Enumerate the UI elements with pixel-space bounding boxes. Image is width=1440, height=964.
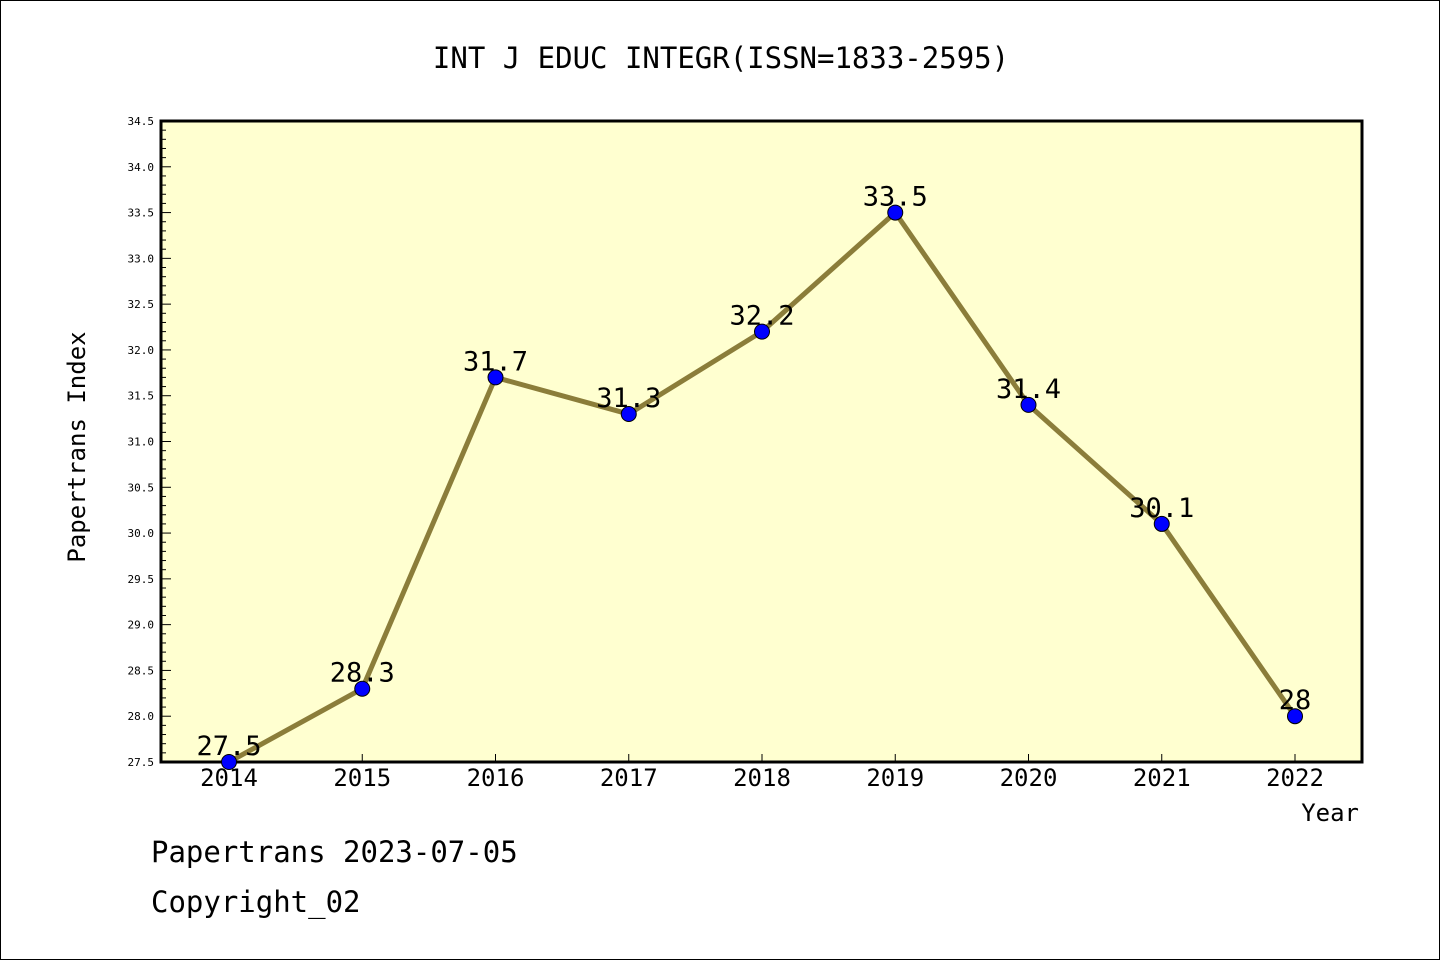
x-axis: 2014 2015 2016 2017 2018 2019 2020 2021 2022 xyxy=(200,754,1324,792)
data-point-marker xyxy=(487,369,504,386)
x-tick-label: 2015 xyxy=(333,764,391,792)
data-label: 31.7 xyxy=(463,346,528,377)
data-label: 33.5 xyxy=(863,182,928,213)
x-tick-label: 2019 xyxy=(866,764,924,792)
data-label: 31.3 xyxy=(596,383,661,414)
y-tick-label: 27.5 xyxy=(128,756,155,769)
data-point-marker xyxy=(754,323,770,340)
data-point-marker xyxy=(1153,515,1170,532)
data-label: 32.2 xyxy=(729,301,794,332)
data-point-marker xyxy=(1287,708,1303,725)
x-tick-label: 2021 xyxy=(1133,764,1191,792)
data-label: 28 xyxy=(1279,685,1312,716)
x-tick-label: 2016 xyxy=(467,764,525,792)
data-label: 27.5 xyxy=(196,731,261,762)
x-axis-label: Year xyxy=(1301,799,1359,827)
y-tick-label: 32.0 xyxy=(128,344,155,357)
x-tick-label: 2018 xyxy=(733,764,791,792)
y-tick-label: 30.5 xyxy=(128,481,155,494)
y-tick-label: 31.5 xyxy=(128,390,155,403)
data-point-marker xyxy=(221,754,237,770)
y-tick-label: 33.0 xyxy=(128,252,155,265)
y-axis: 27.5 28.0 28.5 29.0 29.5 30.0 30.5 31.0 31.5 32.0… xyxy=(128,115,171,769)
y-tick-label: 28.5 xyxy=(128,664,155,677)
y-tick-label: 29.5 xyxy=(128,573,155,586)
x-tick-label: 2017 xyxy=(600,764,658,792)
y-tick-label: 34.0 xyxy=(128,161,155,174)
y-tick-label: 33.5 xyxy=(128,207,155,220)
data-label: 31.4 xyxy=(996,374,1061,405)
plot-area xyxy=(159,119,1364,764)
footer-copyright: Copyright_02 xyxy=(151,885,361,919)
y-axis-label: Papertrans Index xyxy=(63,331,91,562)
footer-date: Papertrans 2023-07-05 xyxy=(151,835,518,869)
data-point-marker xyxy=(620,406,637,423)
data-point-marker xyxy=(887,204,904,221)
series-layer: 27.5 28.3 31.7 31.3 32.2 33.5 31.4 30.1 28 xyxy=(196,182,1311,770)
chart-title: INT J EDUC INTEGR(ISSN=1833-2595) xyxy=(433,41,1009,75)
data-label: 28.3 xyxy=(330,658,395,689)
data-label: 30.1 xyxy=(1129,493,1194,524)
y-tick-label: 28.0 xyxy=(128,710,155,723)
x-tick-label: 2020 xyxy=(1000,764,1058,792)
y-tick-label: 32.5 xyxy=(128,298,155,311)
y-tick-label: 29.0 xyxy=(128,619,155,632)
data-point-marker xyxy=(354,680,371,697)
y-tick-label: 31.0 xyxy=(128,436,155,449)
x-tick-label: 2022 xyxy=(1266,764,1324,792)
y-tick-label: 34.5 xyxy=(128,115,155,128)
data-point-marker xyxy=(1020,396,1037,413)
y-tick-label: 30.0 xyxy=(128,527,155,540)
